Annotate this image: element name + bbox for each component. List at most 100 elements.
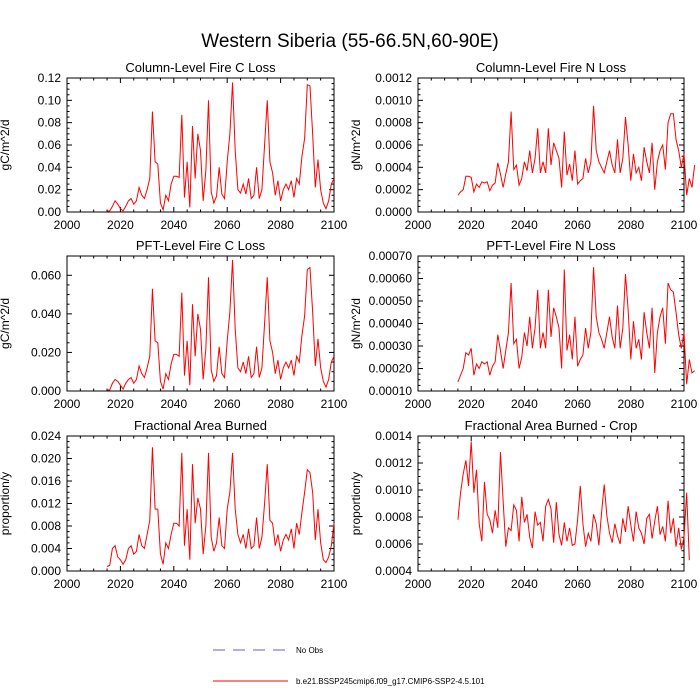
x-tick-label: 2100 <box>321 577 348 591</box>
y-axis-label: gN/m^2/d <box>349 298 363 349</box>
y-tick-label: 0.00020 <box>369 362 413 376</box>
x-tick-label: 2080 <box>617 218 644 232</box>
x-tick-label: 2000 <box>54 577 81 591</box>
y-tick-label: 0.0006 <box>375 138 412 152</box>
panel-title: Column-Level Fire N Loss <box>476 60 627 75</box>
panels: Column-Level Fire C Loss 2000 2020 2040 2060… <box>0 60 698 591</box>
series-line <box>106 447 335 567</box>
y-tick-label: 0.0008 <box>375 510 412 524</box>
y-axis-label: proportion/y <box>349 472 363 535</box>
legend-label-model-run: b.e21.BSSP245cmip6.f09_g17.CMIP6-SSP2-4.… <box>296 677 485 686</box>
panel-title: Fractional Area Burned - Crop <box>465 418 638 433</box>
plot-frame <box>417 435 685 572</box>
series-line <box>457 105 696 196</box>
x-tick-label: 2020 <box>107 218 134 232</box>
x-tick-label: 2000 <box>405 397 432 411</box>
plot-frame <box>417 255 685 392</box>
y-tick-label: 0.060 <box>31 268 61 282</box>
plot-frame <box>66 77 335 213</box>
chart-panel-3: PFT-Level Fire C Loss 2000 2020 2040 2060 208… <box>0 238 348 411</box>
x-tick-label: 2020 <box>107 397 134 411</box>
y-tick-label: 0.04 <box>38 160 62 174</box>
y-tick-label: 0.0012 <box>375 456 412 470</box>
legend-label-no-obs: No Obs <box>296 646 323 655</box>
y-tick-label: 0.0004 <box>375 564 412 578</box>
y-tick-label: 0.10 <box>38 93 62 107</box>
y-tick-label: 0.00050 <box>369 294 413 308</box>
series-line <box>457 267 695 385</box>
chart-panel-5: Fractional Area Burned 2000 2020 2040 2060 20… <box>0 418 348 591</box>
legend: No Obs b.e21.BSSP245cmip6.f09_g17.CMIP6-… <box>213 646 485 686</box>
plot-frame <box>66 435 335 572</box>
x-tick-label: 2100 <box>671 218 698 232</box>
x-tick-label: 2060 <box>564 397 591 411</box>
y-tick-label: 0.0004 <box>375 160 412 174</box>
y-tick-label: 0.012 <box>31 497 61 511</box>
x-tick-label: 2100 <box>321 397 348 411</box>
x-tick-label: 2060 <box>564 218 591 232</box>
x-tick-label: 2040 <box>160 397 187 411</box>
y-tick-label: 0.00070 <box>369 249 413 263</box>
series-line <box>107 259 335 391</box>
panel-title: Column-Level Fire C Loss <box>125 60 276 75</box>
y-tick-label: 0.12 <box>38 71 62 85</box>
x-tick-label: 2000 <box>405 218 432 232</box>
plot-frame <box>417 77 685 213</box>
x-tick-label: 2100 <box>671 397 698 411</box>
y-tick-label: 0.040 <box>31 307 61 321</box>
y-tick-label: 0.00060 <box>369 272 413 286</box>
panel-title: PFT-Level Fire C Loss <box>136 238 266 253</box>
y-tick-label: 0.000 <box>31 564 61 578</box>
y-tick-label: 0.0012 <box>375 71 412 85</box>
x-tick-label: 2020 <box>458 397 485 411</box>
y-tick-label: 0.020 <box>31 345 61 359</box>
x-tick-label: 2040 <box>511 397 538 411</box>
x-tick-label: 2000 <box>54 218 81 232</box>
x-tick-label: 2040 <box>160 577 187 591</box>
y-tick-label: 0.0002 <box>375 183 412 197</box>
chart-panel-4: PFT-Level Fire N Loss 2000 2020 2040 2060 208… <box>349 238 698 411</box>
y-tick-label: 0.0010 <box>375 483 412 497</box>
y-tick-label: 0.0008 <box>375 116 412 130</box>
series-line <box>457 441 690 561</box>
y-tick-label: 0.00040 <box>369 317 413 331</box>
x-tick-label: 2080 <box>617 577 644 591</box>
y-tick-label: 0.024 <box>31 429 61 443</box>
panel-title: Fractional Area Burned <box>134 418 267 433</box>
x-tick-label: 2100 <box>671 577 698 591</box>
y-tick-label: 0.02 <box>38 183 62 197</box>
x-tick-label: 2080 <box>617 397 644 411</box>
panel-title: PFT-Level Fire N Loss <box>486 238 616 253</box>
y-tick-label: 0.00030 <box>369 339 413 353</box>
x-tick-label: 2080 <box>267 397 294 411</box>
y-tick-label: 0.08 <box>38 116 62 130</box>
y-tick-label: 0.0000 <box>375 205 412 219</box>
plot-frame <box>66 255 335 392</box>
y-axis-label: gC/m^2/d <box>0 120 12 171</box>
y-tick-label: 0.0010 <box>375 93 412 107</box>
y-tick-label: 0.0006 <box>375 537 412 551</box>
y-axis-label: gC/m^2/d <box>0 298 12 349</box>
x-tick-label: 2000 <box>54 397 81 411</box>
x-tick-label: 2020 <box>107 577 134 591</box>
figure-title: Western Siberia (55-66.5N,60-90E) <box>201 31 498 52</box>
y-axis-label: proportion/y <box>0 472 12 535</box>
x-tick-label: 2040 <box>160 218 187 232</box>
x-tick-label: 2040 <box>511 577 538 591</box>
x-tick-label: 2020 <box>458 577 485 591</box>
x-tick-label: 2000 <box>405 577 432 591</box>
chart-panel-2: Column-Level Fire N Loss 2000 2020 2040 2060… <box>349 60 698 232</box>
x-tick-label: 2100 <box>321 218 348 232</box>
chart-panel-1: Column-Level Fire C Loss 2000 2020 2040 2060… <box>0 60 348 232</box>
y-axis-label: gN/m^2/d <box>349 120 363 171</box>
y-tick-label: 0.06 <box>38 138 62 152</box>
y-tick-label: 0.00010 <box>369 384 413 398</box>
x-tick-label: 2060 <box>214 218 241 232</box>
chart-panel-6: Fractional Area Burned - Crop 2000 2020 204… <box>349 418 698 591</box>
y-tick-label: 0.020 <box>31 452 61 466</box>
x-tick-label: 2060 <box>214 397 241 411</box>
y-tick-label: 0.0014 <box>375 429 412 443</box>
y-tick-label: 0.016 <box>31 474 61 488</box>
x-tick-label: 2060 <box>564 577 591 591</box>
